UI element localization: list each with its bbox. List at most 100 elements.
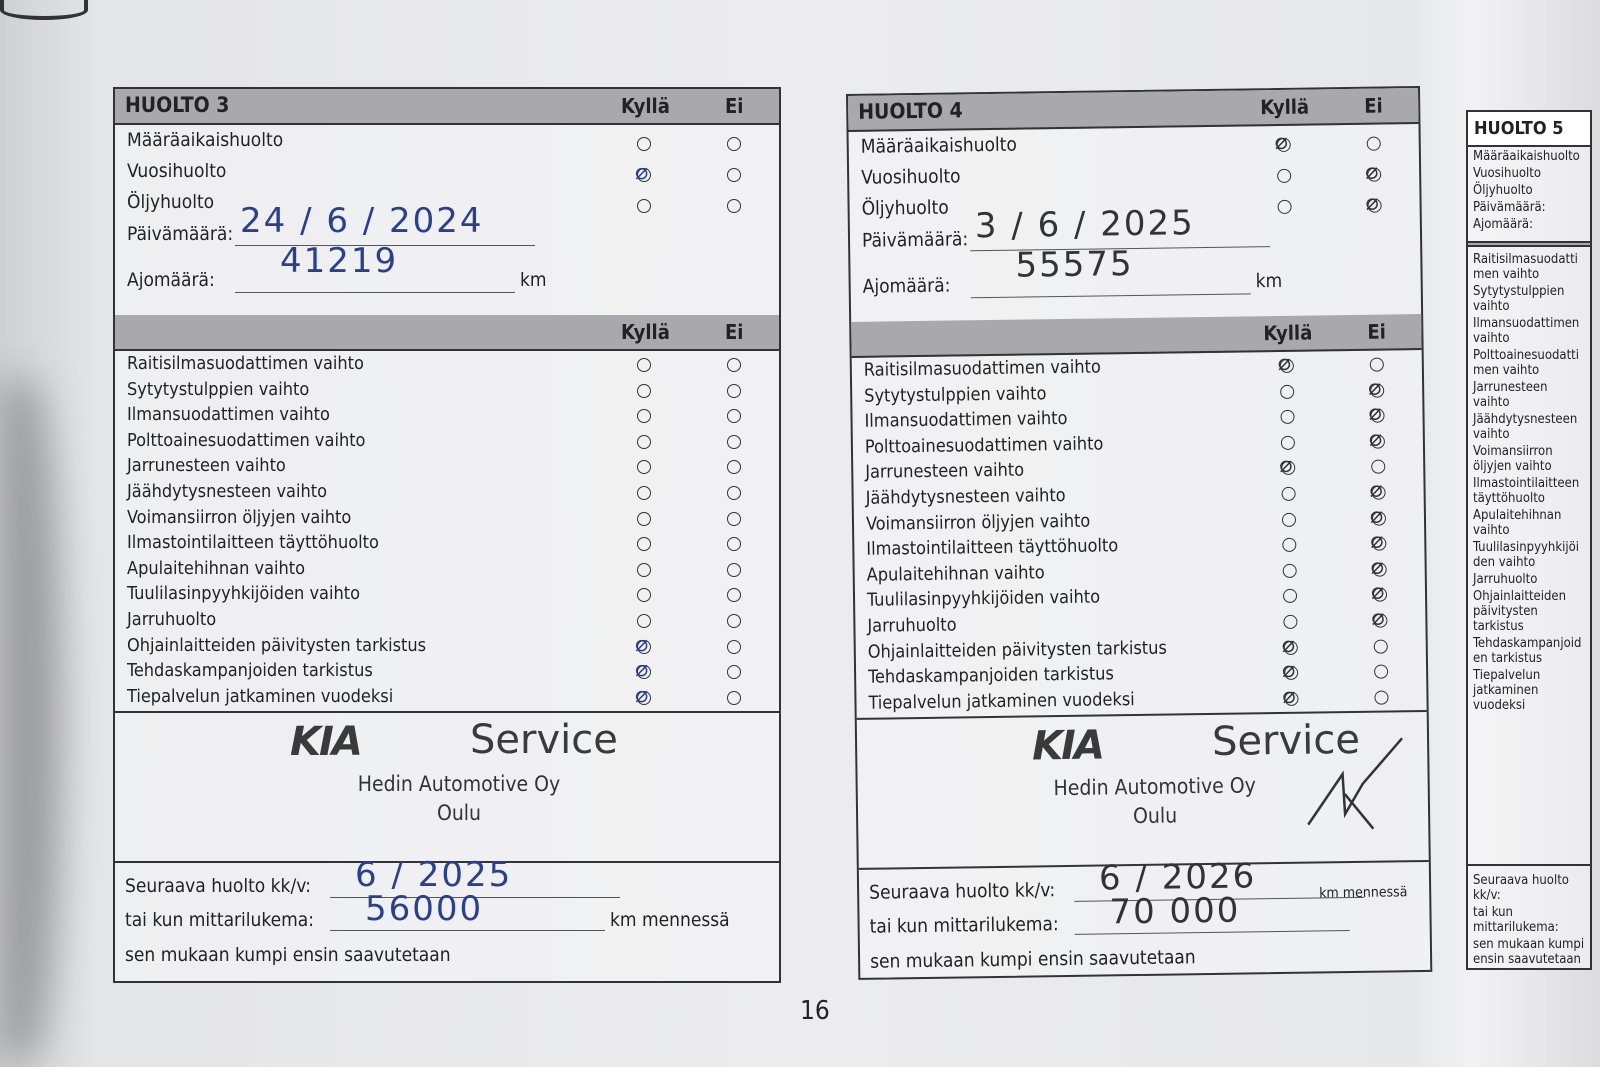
checklist-item-label: Apulaitehihnan vaihto [127, 557, 306, 579]
checklist-item-label: Polttoainesuodattimen vaihto [1473, 348, 1580, 379]
header-bar: HUOLTO 4 Kyllä Ei [848, 88, 1419, 132]
header-bar: HUOLTO 3 Kyllä Ei [115, 89, 779, 125]
checklist-no-radio[interactable] [727, 383, 741, 398]
checklist-no-radio[interactable] [727, 434, 741, 449]
column-no-label: Ei [1367, 319, 1387, 344]
service-type-no-radio[interactable] [727, 137, 741, 151]
service-type-yes-radio[interactable] [1277, 199, 1292, 214]
check-mark-icon: ⌀ [635, 160, 649, 185]
divider [115, 711, 779, 713]
service-type-label: Öljyhuolto [127, 191, 215, 213]
checklist-yes-radio[interactable] [637, 665, 651, 680]
checklist-yes-radio[interactable] [1281, 486, 1296, 501]
column-no-label: Ei [725, 94, 744, 118]
checklist-no-radio[interactable] [727, 562, 741, 577]
checklist-yes-radio[interactable] [637, 383, 651, 398]
checklist-item-label: Sytytystulppien vaihto [864, 382, 1047, 407]
checklist-yes-radio[interactable] [1283, 614, 1298, 629]
checklist-item-label: Ilmansuodattimen vaihto [1473, 316, 1580, 347]
checklist-yes-radio[interactable] [637, 511, 651, 526]
checklist-item-label: Jarrunesteen vaihto [1473, 380, 1548, 411]
checklist-yes-radio[interactable] [1280, 384, 1295, 399]
checklist-yes-radio[interactable] [637, 639, 651, 654]
service-type-no-radio[interactable] [1366, 136, 1381, 151]
service-type-no-radio[interactable] [727, 168, 741, 182]
checklist-item-label: Apulaitehihnan vaihto [1473, 508, 1562, 539]
service-type-label: Määräaikaishuolto [127, 129, 284, 151]
checklist-yes-radio[interactable] [637, 434, 651, 449]
checklist-no-radio[interactable] [1374, 664, 1389, 679]
checklist-item-label: Tuulilasinpyyhkijöiden vaihto [1473, 540, 1580, 571]
check-mark-icon: ⌀ [1281, 632, 1296, 658]
checklist-yes-radio[interactable] [637, 409, 651, 424]
checklist-no-radio[interactable] [727, 690, 741, 705]
checklist-item-label: Jarrunesteen vaihto [865, 459, 1025, 484]
checklist-yes-radio[interactable] [1282, 537, 1297, 553]
checklist-yes-radio[interactable] [637, 588, 651, 603]
checklist-yes-radio[interactable] [1280, 409, 1295, 425]
checklist-no-radio[interactable] [727, 460, 741, 475]
checklist-item-label: Jarruhuolto [1473, 572, 1538, 588]
service-type-label: Öljyhuolto [861, 196, 949, 220]
panel-title: HUOLTO 5 [1468, 112, 1590, 147]
checklist-header-bar: Kyllä Ei [851, 313, 1422, 358]
checklist-yes-radio[interactable] [637, 614, 651, 628]
service-type-yes-radio[interactable] [637, 199, 651, 213]
checklist-no-radio[interactable] [727, 537, 741, 552]
checklist-yes-radio[interactable] [637, 460, 651, 475]
check-mark-icon: ⌀ [1370, 579, 1385, 606]
checklist-yes-radio[interactable] [637, 562, 651, 577]
checklist-yes-radio[interactable] [1282, 563, 1297, 578]
checklist-no-radio[interactable] [727, 665, 741, 680]
check-mark-icon: ⌀ [1367, 375, 1382, 401]
checklist-item-label: Tuulilasinpyyhkijöiden vaihto [127, 583, 360, 605]
service-type-yes-radio[interactable] [637, 137, 651, 151]
service-type-label: Määräaikaishuolto [1473, 148, 1580, 164]
service-type-no-radio[interactable] [727, 199, 741, 213]
checklist-item-label: Voimansiirron öljyjen vaihto [127, 506, 352, 528]
odometer-line [330, 912, 605, 931]
date-label: Päivämäärä: [1473, 199, 1546, 215]
checklist-item-label: Tiepalvelun jatkaminen vuodeksi [1473, 668, 1541, 714]
service-type-yes-radio[interactable] [1277, 168, 1292, 183]
checklist-no-radio[interactable] [1371, 459, 1386, 475]
service-type-label: Määräaikaishuolto [860, 133, 1018, 158]
checklist-item-label: Tehdaskampanjoiden tarkistus [1473, 636, 1582, 667]
checklist-yes-radio[interactable] [637, 690, 651, 705]
checklist-no-radio[interactable] [727, 409, 741, 424]
checklist-item-label: Tiepalvelun jatkaminen vuodeksi [868, 688, 1135, 714]
whichever-first-note: sen mukaan kumpi ensin saavutetaan [869, 946, 1196, 973]
checklist-no-radio[interactable] [727, 588, 741, 603]
checklist-no-radio[interactable] [727, 511, 741, 526]
checklist-item-label: Raitisilmasuodattimen vaihto [127, 353, 364, 374]
odometer-value: 56000 [365, 889, 484, 929]
checklist-no-radio[interactable] [727, 614, 741, 628]
checklist-yes-radio[interactable] [1280, 435, 1296, 450]
stamp-city: Oulu [1132, 803, 1178, 829]
checklist-yes-radio[interactable] [1281, 512, 1297, 527]
checklist-yes-radio[interactable] [1282, 589, 1298, 604]
checklist-no-radio[interactable] [727, 639, 741, 654]
checklist-yes-radio[interactable] [637, 486, 651, 500]
checklist-no-radio[interactable] [1373, 639, 1388, 654]
stamp-company: Hedin Automotive Oy [1053, 773, 1257, 801]
service-type-yes-radio[interactable] [637, 168, 651, 182]
checklist-item-label: Voimansiirron öljyjen vaihto [1473, 444, 1553, 475]
checklist-yes-radio[interactable] [637, 358, 651, 372]
checklist-item-label: Sytytystulppien vaihto [1473, 284, 1565, 315]
checklist-no-radio[interactable] [1369, 357, 1384, 372]
whichever-first-note: sen mukaan kumpi ensin saavutetaan [1473, 937, 1585, 968]
service-panel-5-partial: HUOLTO 5 Määräaikaishuolto Vuosihuolto Öljy… [1466, 110, 1592, 970]
checklist-no-radio[interactable] [727, 486, 741, 500]
service-type-label: Vuosihuolto [127, 160, 227, 182]
date-value: 24 / 6 / 2024 [240, 201, 484, 241]
check-mark-icon: ⌀ [1369, 503, 1384, 529]
checklist-no-radio[interactable] [1374, 690, 1389, 705]
km-label: Ajomäärä: [127, 269, 215, 291]
checklist-header-bar: Kyllä Ei [115, 315, 779, 351]
checklist-yes-radio[interactable] [637, 537, 651, 552]
checklist-item-label: Polttoainesuodattimen vaihto [864, 433, 1104, 458]
checklist-item-label: Jäähdytysnesteen vaihto [865, 484, 1066, 509]
column-no-label: Ei [725, 320, 744, 344]
checklist-no-radio[interactable] [727, 358, 741, 372]
